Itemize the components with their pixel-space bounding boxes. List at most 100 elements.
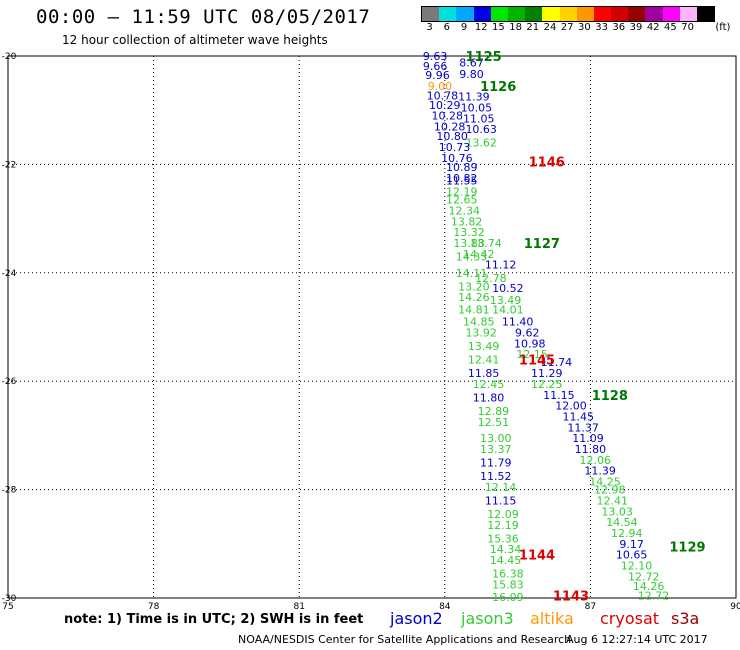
color-scale-label: 15 [492,22,505,33]
color-swatch [525,7,543,21]
wave-height-label: 11.05 [463,112,495,125]
color-swatch [576,7,594,21]
color-swatch [628,7,646,21]
wave-height-label: 12.41 [596,494,628,507]
wave-height-label: 11.29 [531,367,563,380]
y-tick-label: -28 [2,486,17,496]
wave-height-label: 11.85 [468,367,500,380]
wave-height-label: 14.11 [456,267,488,280]
wave-height-map: 75 78 81 84 87 90-20-22-24-26-28-309.638.679.… [2,50,740,612]
wave-height-label: 11.80 [575,443,607,456]
wave-height-label: 13.03 [601,505,633,518]
legend-item-s3a: s3a [671,609,700,628]
pass-number-label: 1144 [519,549,555,564]
wave-height-label: 10.29 [429,99,461,112]
color-scale-bar [421,6,716,22]
wave-height-label: 10.80 [436,130,468,143]
wave-height-label: 13.20 [458,280,490,293]
legend-item-jason3: jason3 [461,609,514,628]
wave-height-label: 11.45 [563,410,595,423]
wave-height-label: 12.65 [446,194,478,207]
color-swatch [507,7,526,21]
x-tick-label: 75 [2,602,13,612]
wave-height-label: 11.09 [572,432,604,445]
color-scale-label: 33 [595,22,608,33]
y-tick-label: -20 [2,52,17,62]
wave-height-label: 11.39 [458,91,490,104]
legend-item-jason2: jason2 [390,609,443,628]
wave-height-label: 11.79 [480,457,512,470]
color-scale-label: 18 [509,22,522,33]
color-scale-label: 30 [578,22,591,33]
wave-height-label: 12.72 [638,589,670,602]
wave-height-label: 12.78 [475,272,507,285]
plot-frame [7,55,737,599]
pass-number-label: 1127 [524,237,560,252]
color-swatch [542,7,560,21]
wave-height-label: 13.37 [480,443,512,456]
x-tick-label: 81 [293,602,304,612]
wave-height-label: 10.28 [434,120,466,133]
color-scale-label: 70 [681,22,694,33]
wave-height-label: 14.54 [606,516,638,529]
wave-height-label: 15.36 [487,532,519,545]
color-scale-label: 36 [612,22,626,33]
wave-height-label: 10.98 [514,337,546,350]
wave-height-label: 14.01 [492,304,524,317]
page-title: 00:00 – 11:59 UTC 08/05/2017 [36,6,371,28]
wave-height-label: 12.10 [621,559,653,572]
color-scale-label: 21 [526,22,540,33]
wave-height-label: 13.88 [453,237,485,250]
wave-height-label: 9.17 [619,538,644,551]
pass-number-label: 1125 [466,50,502,65]
wave-height-label: 14.45 [490,554,522,567]
wave-height-label: 15.83 [492,578,524,591]
wave-height-label: 10.52 [492,282,524,295]
color-scale-label: 9 [460,22,468,33]
wave-height-label: 10.89 [446,161,478,174]
color-swatch [697,7,715,21]
wave-height-label: 9.66 [423,60,448,73]
wave-height-label: 12.00 [555,400,587,413]
color-scale-label: 45 [664,22,677,33]
note-text: note: 1) Time is in UTC; 2) SWH is in fe… [64,612,364,627]
wave-height-label: 11.37 [567,421,599,434]
color-scale-label: 12 [474,22,488,33]
wave-height-label: 14.33 [456,251,488,264]
wave-height-label: 13.32 [453,226,485,239]
wave-height-label: 12.19 [446,186,478,199]
wave-height-label: 10.05 [461,101,493,114]
wave-height-label: 11.15 [485,494,517,507]
pass-number-label: 1143 [553,589,589,604]
legend-item-altika: altika [530,609,574,628]
wave-height-label: 12.34 [448,204,480,217]
color-scale-label: 24 [543,22,557,33]
color-scale-label: 6 [443,22,450,33]
wave-height-label: 12.25 [531,378,563,391]
credit-text: NOAA/NESDIS Center for Satellite Applica… [238,633,572,646]
y-tick-label: -30 [2,594,17,604]
color-swatch [645,7,663,21]
wave-height-label: 11.12 [485,259,517,272]
color-scale-label: 3 [426,22,433,33]
wave-height-label: 16.38 [492,568,524,581]
wave-height-label: 13.74 [470,237,502,250]
wave-height-label: 12.19 [487,519,519,532]
wave-height-label: 10.63 [465,123,497,136]
x-tick-label: 90 [730,602,740,612]
pass-number-label: 1126 [480,80,516,95]
color-scale-label: 27 [560,22,574,33]
wave-height-label: 9.96 [425,69,450,82]
wave-height-label: 8.67 [459,57,484,70]
color-scale-unit: (ft) [715,22,731,33]
wave-height-label: 14.25 [589,475,621,488]
y-tick-label: -24 [2,269,17,279]
color-swatch [611,7,629,21]
wave-height-label: 13.62 [465,137,497,150]
wave-height-label: 10.28 [431,110,463,123]
wave-height-label: 9.80 [459,68,484,81]
wave-height-label: 11.40 [502,316,534,329]
legend-item-cryosat: cryosat [600,609,660,628]
wave-height-label: 11.80 [473,391,505,404]
x-tick-label: 84 [439,602,451,612]
